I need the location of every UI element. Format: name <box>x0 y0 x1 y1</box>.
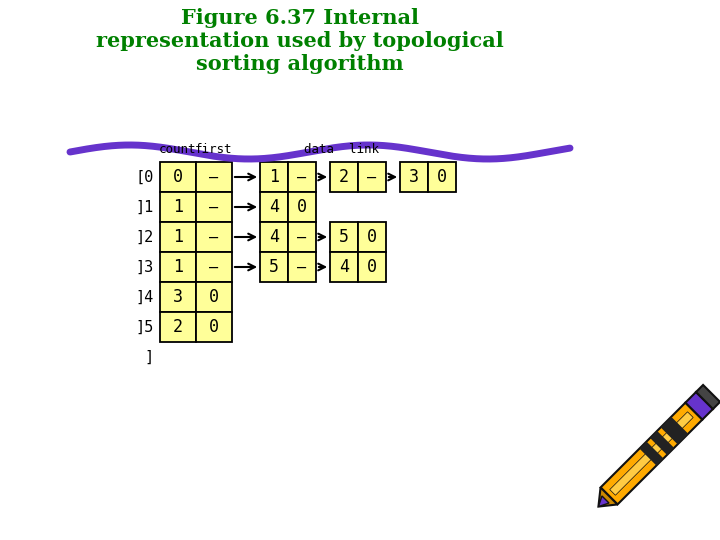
Bar <box>196 162 232 192</box>
Bar <box>288 252 316 282</box>
Text: ]4: ]4 <box>136 289 154 305</box>
Polygon shape <box>639 442 664 465</box>
Bar <box>160 192 196 222</box>
Text: 0: 0 <box>209 288 219 306</box>
Text: 0: 0 <box>173 168 183 186</box>
Text: 0: 0 <box>437 168 447 186</box>
Polygon shape <box>661 417 688 444</box>
Bar <box>160 162 196 192</box>
Bar <box>160 252 196 282</box>
Text: ]1: ]1 <box>136 199 154 214</box>
Text: 4: 4 <box>269 198 279 216</box>
Text: 4: 4 <box>269 228 279 246</box>
Text: 0: 0 <box>297 198 307 216</box>
Text: —: — <box>297 170 307 185</box>
Text: —: — <box>367 170 377 185</box>
Bar <box>330 222 358 252</box>
Text: [0: [0 <box>136 170 154 185</box>
Text: 1: 1 <box>173 258 183 276</box>
Bar <box>358 162 386 192</box>
Bar <box>196 252 232 282</box>
Bar <box>330 252 358 282</box>
Polygon shape <box>598 488 618 507</box>
Text: —: — <box>210 230 219 245</box>
Bar <box>196 312 232 342</box>
Text: —: — <box>297 260 307 274</box>
Text: Figure 6.37 Internal
representation used by topological
sorting algorithm: Figure 6.37 Internal representation used… <box>96 8 504 75</box>
Bar <box>288 222 316 252</box>
Polygon shape <box>685 392 713 420</box>
Bar <box>196 222 232 252</box>
Polygon shape <box>696 385 720 409</box>
Text: —: — <box>210 199 219 214</box>
Text: data  link: data link <box>304 143 379 156</box>
Bar <box>358 222 386 252</box>
Text: count: count <box>159 143 197 156</box>
Bar <box>400 162 428 192</box>
Text: 1: 1 <box>173 198 183 216</box>
Bar <box>358 252 386 282</box>
Text: 2: 2 <box>173 318 183 336</box>
Bar <box>260 192 288 222</box>
Text: 2: 2 <box>339 168 349 186</box>
Bar <box>196 282 232 312</box>
Bar <box>160 312 196 342</box>
Bar <box>288 192 316 222</box>
Bar <box>160 282 196 312</box>
Bar <box>160 222 196 252</box>
Bar <box>288 162 316 192</box>
Text: 1: 1 <box>269 168 279 186</box>
Polygon shape <box>598 496 609 507</box>
Bar <box>196 192 232 222</box>
Text: 0: 0 <box>209 318 219 336</box>
Text: 0: 0 <box>367 258 377 276</box>
Polygon shape <box>600 403 703 504</box>
Polygon shape <box>650 431 674 455</box>
Text: ]5: ]5 <box>136 320 154 334</box>
Bar <box>428 162 456 192</box>
Bar <box>260 252 288 282</box>
Text: 5: 5 <box>269 258 279 276</box>
Text: ]: ] <box>145 349 154 364</box>
Polygon shape <box>610 412 693 495</box>
Text: 0: 0 <box>367 228 377 246</box>
Text: ]3: ]3 <box>136 260 154 274</box>
Bar <box>330 162 358 192</box>
Text: —: — <box>210 170 219 185</box>
Text: —: — <box>297 230 307 245</box>
Text: 3: 3 <box>409 168 419 186</box>
Text: 1: 1 <box>173 228 183 246</box>
Text: 4: 4 <box>339 258 349 276</box>
Text: ]2: ]2 <box>136 230 154 245</box>
Bar <box>260 222 288 252</box>
Text: first: first <box>195 143 233 156</box>
Text: —: — <box>210 260 219 274</box>
Text: 3: 3 <box>173 288 183 306</box>
Bar <box>260 162 288 192</box>
Text: 5: 5 <box>339 228 349 246</box>
